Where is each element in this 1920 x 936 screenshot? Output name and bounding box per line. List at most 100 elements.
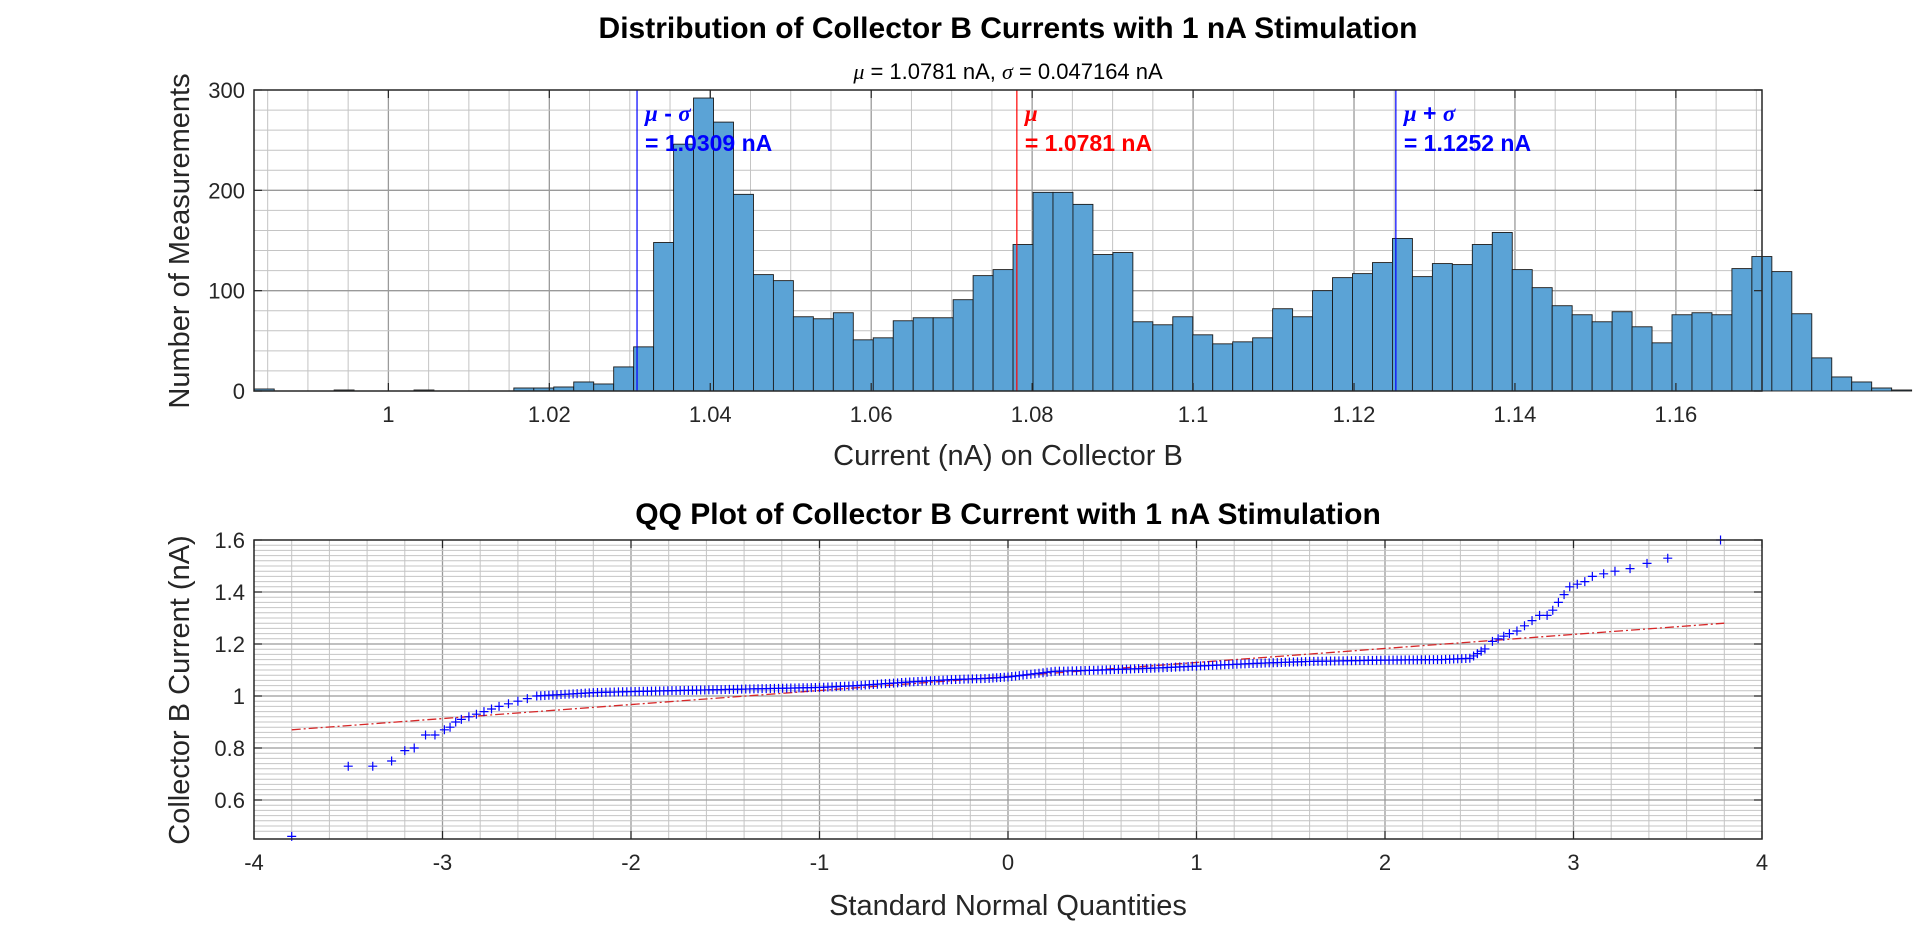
histogram-bar [932, 317, 954, 392]
qq-point-marker [1663, 553, 1673, 563]
qq-y-axis-label: Collector B Current (nA) [164, 535, 196, 844]
qq-point-marker [1548, 605, 1558, 615]
mu-minus-sigma-symbol-operator: - [658, 100, 678, 126]
qq-point-marker [1535, 610, 1545, 620]
histogram-bar [1731, 268, 1753, 392]
qq-point-marker [400, 746, 410, 756]
qq-point-marker [409, 743, 419, 753]
subtitle-sigma-value: = 0.047164 nA [1013, 59, 1163, 84]
histogram-bar [1571, 314, 1593, 392]
histogram-bar [1352, 273, 1373, 392]
histogram-bar [1771, 271, 1793, 392]
histogram-bar [1112, 252, 1134, 392]
qq-point-marker [1565, 582, 1575, 592]
mu-symbol-mu: μ [1024, 101, 1038, 126]
qq-x-tick-label: 4 [1756, 850, 1768, 875]
histogram-bar [653, 242, 675, 392]
histogram-bar [573, 381, 595, 392]
histogram-x-tick-label: 1.14 [1494, 402, 1537, 427]
histogram-bar [1132, 321, 1154, 392]
mu-minus-sigma-symbol-label: μ - σ [644, 100, 691, 126]
histogram-bar [613, 366, 635, 392]
qq-x-tick-label: -4 [244, 850, 264, 875]
mu-plus-sigma-symbol-mu: μ [1403, 101, 1417, 126]
qq-point-marker [464, 712, 474, 722]
histogram-x-tick-label: 1.02 [528, 402, 571, 427]
qq-point-marker [456, 714, 466, 724]
histogram-axes-box [253, 89, 1763, 392]
histogram-bar [1332, 277, 1353, 392]
histogram-bar [1152, 324, 1174, 392]
histogram-bar [1092, 254, 1114, 392]
histogram-bar [1551, 305, 1573, 392]
qq-y-tick-label: 1.4 [214, 580, 245, 605]
histogram-bar [1491, 232, 1513, 392]
qq-point-marker [1487, 636, 1497, 646]
histogram-x-axis-label: Current (nA) on Collector B [833, 440, 1183, 472]
qq-point-marker [1469, 651, 1479, 661]
histogram-bar [1671, 314, 1693, 392]
qq-point-marker [1476, 646, 1486, 656]
histogram-x-tick-label: 1.04 [689, 402, 732, 427]
histogram-y-axis-label: Number of Measurements [164, 73, 196, 408]
histogram-bar [1471, 244, 1493, 392]
histogram-bar [972, 275, 994, 392]
qq-point-marker [1493, 634, 1503, 644]
qq-point-marker [1504, 629, 1514, 639]
histogram-y-tick-label: 300 [208, 78, 245, 103]
histogram-bar [792, 316, 814, 392]
histogram-x-tick-label: 1.06 [850, 402, 893, 427]
mu-minus-sigma-value-label: = 1.0309 nA [645, 130, 772, 156]
histogram-bar [1431, 263, 1453, 392]
histogram-bar [1312, 290, 1333, 392]
histogram-bar [1052, 191, 1074, 392]
qq-point-marker [439, 725, 449, 735]
qq-plot-ticks: -4 -3 -2 -1 0 1 2 3 4 0.6 0.8 1 1.2 1.4 1.6 [214, 528, 1768, 875]
mu-plus-sigma-symbol-label: μ + σ [1403, 100, 1456, 126]
histogram-bar [1791, 313, 1813, 392]
qq-point-marker [1587, 571, 1597, 581]
qq-y-tick-label: 1.2 [214, 632, 245, 657]
histogram-bar [1172, 316, 1194, 392]
histogram-bar [1032, 191, 1054, 392]
qq-plot-title: QQ Plot of Collector B Current with 1 nA… [635, 498, 1381, 531]
qq-point-marker [1512, 626, 1522, 636]
qq-point-marker [1472, 649, 1482, 659]
histogram-bar [1891, 389, 1913, 392]
histogram-bar [912, 317, 934, 392]
qq-point-marker [479, 707, 489, 717]
histogram-x-tick-label: 1.16 [1654, 402, 1697, 427]
histogram-bar [1531, 287, 1553, 392]
subtitle-mu-symbol: μ [852, 59, 864, 84]
histogram-y-tick-label: 100 [208, 279, 245, 304]
histogram-bar [1631, 326, 1653, 392]
histogram-bar [1851, 381, 1873, 392]
histogram-bar [753, 274, 774, 392]
histogram-bar [1591, 321, 1613, 392]
qq-point-marker [471, 709, 481, 719]
qq-point-marker [1527, 616, 1537, 626]
qq-y-tick-label: 0.8 [214, 736, 245, 761]
qq-y-tick-label: 1.6 [214, 528, 245, 553]
mu-value-label: = 1.0781 nA [1025, 130, 1152, 156]
qq-point-marker [513, 696, 523, 706]
histogram-bar [852, 339, 874, 392]
histogram-reference-lines: μ - σ = 1.0309 nA μ = 1.0781 nA μ + σ = 1.125… [636, 90, 1531, 391]
qq-x-tick-label: 2 [1379, 850, 1391, 875]
qq-point-marker [1572, 579, 1582, 589]
qq-point-marker [503, 699, 513, 709]
qq-x-tick-label: 0 [1002, 850, 1014, 875]
histogram-bar [1272, 308, 1294, 392]
subtitle-mu-value: = 1.0781 nA, [864, 59, 1002, 84]
mu-minus-sigma-symbol-sigma: σ [678, 101, 691, 126]
histogram-ticks: 1 1.02 1.04 1.06 1.08 1.1 1.12 1.14 1.16 0 100 200 3… [208, 78, 1762, 427]
qq-plot-grid [254, 540, 1762, 839]
histogram-panel: μ - σ = 1.0309 nA μ = 1.0781 nA μ + σ = 1.125… [164, 12, 1913, 472]
qq-point-marker [1465, 653, 1475, 663]
histogram-bar [1072, 203, 1094, 392]
histogram-bar [1451, 264, 1473, 392]
mu-minus-sigma-symbol-mu: μ [644, 101, 658, 126]
histogram-x-tick-label: 1.1 [1178, 402, 1209, 427]
histogram-bar [1831, 376, 1853, 392]
